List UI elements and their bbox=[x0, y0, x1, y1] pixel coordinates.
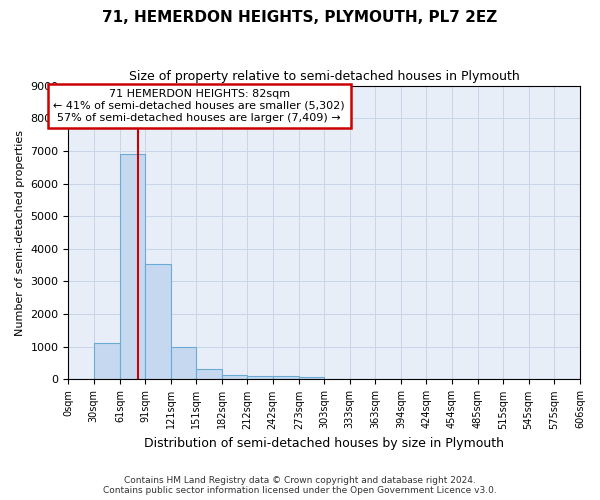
X-axis label: Distribution of semi-detached houses by size in Plymouth: Distribution of semi-detached houses by … bbox=[144, 437, 504, 450]
Title: Size of property relative to semi-detached houses in Plymouth: Size of property relative to semi-detach… bbox=[129, 70, 520, 83]
Text: Contains HM Land Registry data © Crown copyright and database right 2024.
Contai: Contains HM Land Registry data © Crown c… bbox=[103, 476, 497, 495]
Bar bbox=[94, 343, 120, 380]
Bar bbox=[273, 376, 299, 380]
Y-axis label: Number of semi-detached properties: Number of semi-detached properties bbox=[15, 130, 25, 336]
Bar bbox=[222, 375, 247, 380]
Bar bbox=[120, 154, 145, 380]
Text: 71 HEMERDON HEIGHTS: 82sqm
← 41% of semi-detached houses are smaller (5,302)
57%: 71 HEMERDON HEIGHTS: 82sqm ← 41% of semi… bbox=[53, 90, 345, 122]
Bar bbox=[247, 376, 273, 380]
Text: 71, HEMERDON HEIGHTS, PLYMOUTH, PL7 2EZ: 71, HEMERDON HEIGHTS, PLYMOUTH, PL7 2EZ bbox=[103, 10, 497, 25]
Bar bbox=[170, 347, 196, 380]
Bar bbox=[196, 368, 222, 380]
Bar bbox=[299, 377, 324, 380]
Bar bbox=[145, 264, 170, 380]
